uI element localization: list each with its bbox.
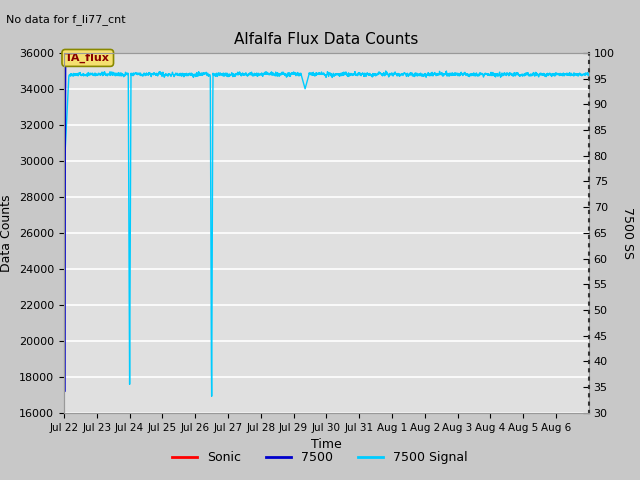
Title: Alfalfa Flux Data Counts: Alfalfa Flux Data Counts [234,33,419,48]
Y-axis label: Data Counts: Data Counts [1,194,13,272]
Text: No data for f_li77_cnt: No data for f_li77_cnt [6,14,126,25]
Text: TA_flux: TA_flux [65,53,110,63]
Legend: Sonic, 7500, 7500 Signal: Sonic, 7500, 7500 Signal [167,446,473,469]
Y-axis label: 7500 SS: 7500 SS [621,207,634,259]
X-axis label: Time: Time [311,438,342,451]
